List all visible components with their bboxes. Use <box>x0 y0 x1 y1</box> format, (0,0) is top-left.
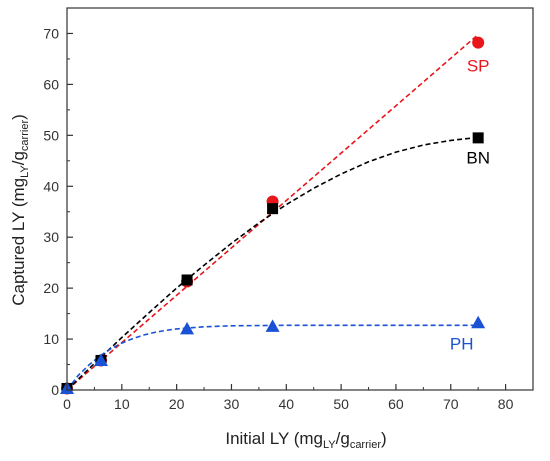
fit-curve-bn <box>66 136 479 391</box>
y-axis-title: Captured LY (mgLY/gcarrier) <box>9 114 31 306</box>
series-label-sp: SP <box>467 57 490 76</box>
x-axis-title-main: Initial LY (mg <box>225 429 323 448</box>
x-tick-label: 70 <box>443 396 459 412</box>
x-axis-title: Initial LY (mgLY/gcarrier) <box>225 429 386 451</box>
x-tick-label: 40 <box>279 396 295 412</box>
data-point-ph <box>93 353 108 366</box>
series-label-bn: BN <box>466 148 490 167</box>
y-axis-title-sub1: LY <box>19 165 31 178</box>
x-tick-label: 80 <box>498 396 514 412</box>
y-tick-label: 20 <box>43 280 59 296</box>
y-tick-label: 0 <box>51 382 59 398</box>
axis-ticks: 0 10 20 30 40 50 60 70 80 0 10 20 30 40 50 60 70 <box>43 25 513 412</box>
y-tick-label: 70 <box>43 25 59 41</box>
fit-curve-ph <box>66 324 479 391</box>
x-tick-label: 50 <box>333 396 349 412</box>
x-axis-title-sub1: LY <box>323 439 336 451</box>
series-label-ph: PH <box>450 334 474 353</box>
data-point-bn <box>267 203 279 215</box>
y-axis-title-end: ) <box>9 114 28 120</box>
y-axis-title-mid: /g <box>9 151 28 165</box>
x-axis-title-sub2: carrier <box>350 439 382 451</box>
x-tick-label: 0 <box>63 396 71 412</box>
fit-curve-sp <box>66 33 479 391</box>
x-tick-label: 60 <box>388 396 404 412</box>
x-tick-label: 30 <box>224 396 240 412</box>
data-point-bn <box>472 132 484 144</box>
data-point-ph <box>265 319 280 332</box>
y-axis-title-main: Captured LY (mg <box>9 178 28 306</box>
x-tick-label: 20 <box>169 396 185 412</box>
series-labels: SP BN PH <box>450 57 490 354</box>
y-axis-title-sub2: carrier <box>19 120 31 152</box>
y-tick-label: 10 <box>43 331 59 347</box>
y-tick-label: 50 <box>43 127 59 143</box>
y-tick-label: 60 <box>43 76 59 92</box>
data-point-sp <box>472 36 485 49</box>
plot-frame <box>66 7 534 391</box>
data-point-bn <box>181 274 193 286</box>
data-point-ph <box>180 321 195 335</box>
x-axis-title-end: ) <box>381 429 387 448</box>
x-axis-title-mid: /g <box>336 429 350 448</box>
x-tick-label: 10 <box>114 396 130 412</box>
y-tick-label: 30 <box>43 229 59 245</box>
y-tick-label: 40 <box>43 178 59 194</box>
data-point-ph <box>471 315 486 329</box>
